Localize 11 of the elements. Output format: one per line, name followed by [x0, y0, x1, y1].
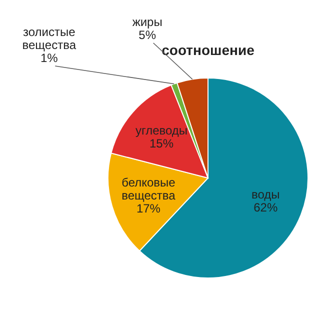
- data-label: 1%: [40, 51, 58, 65]
- data-label: 5%: [138, 28, 156, 42]
- text: соотношение: [162, 42, 255, 58]
- data-label: 62%: [254, 200, 278, 214]
- slice-label: углеводы: [135, 124, 188, 138]
- data-label: 17%: [136, 201, 161, 216]
- data-label: 15%: [149, 136, 174, 150]
- slice-label: жиры: [132, 15, 162, 29]
- slice-label: золистые вещества: [22, 25, 76, 52]
- slice-label: воды: [252, 187, 280, 202]
- slice-label: белковые вещества: [122, 175, 176, 202]
